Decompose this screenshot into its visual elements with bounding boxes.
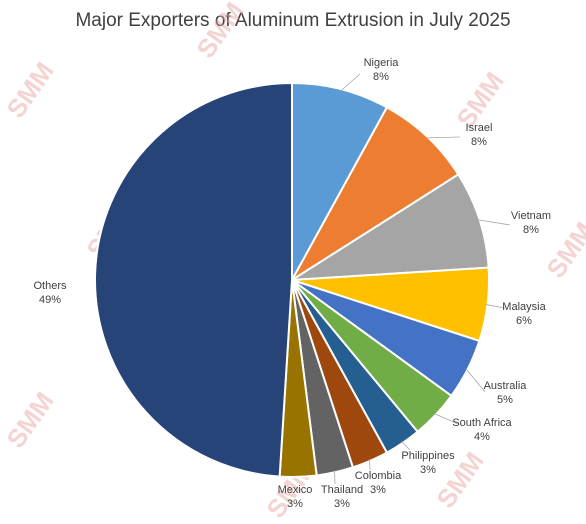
slice-label: Thailand <box>321 484 363 496</box>
leader-line <box>369 458 371 471</box>
leader-line <box>485 304 506 309</box>
pie-slice-vietnam <box>291 173 490 281</box>
slice-label: Others <box>33 280 67 292</box>
slice-label: Vietnam <box>511 210 551 222</box>
watermark-mark: SMM <box>0 57 59 124</box>
slice-label: Australia <box>484 380 528 392</box>
slice-label: Malaysia <box>502 301 546 313</box>
chart-title: Major Exporters of Aluminum Extrusion in… <box>75 10 511 31</box>
slice-label: Mexico <box>278 484 313 496</box>
pie-slice-nigeria <box>291 81 389 281</box>
slice-label: South Africa <box>452 417 512 429</box>
slice-value-label: 3% <box>287 498 303 510</box>
slice-label: Israel <box>466 122 493 134</box>
slice-value-label: 6% <box>516 315 532 327</box>
slice-label: Philippines <box>401 450 455 462</box>
pie-slice-israel <box>291 106 460 281</box>
leader-line <box>477 219 511 226</box>
slice-label: Colombia <box>355 470 402 482</box>
slice-value-label: 3% <box>334 498 350 510</box>
watermark-mark: SMM <box>0 387 59 454</box>
slice-value-label: 8% <box>373 71 389 83</box>
slice-value-label: 49% <box>39 294 61 306</box>
leader-line <box>433 413 459 425</box>
watermark-mark: SMM <box>190 0 249 63</box>
watermark-mark: SMM <box>540 217 586 284</box>
leader-line <box>465 368 486 393</box>
slice-label: Nigeria <box>364 57 400 69</box>
slice-value-label: 3% <box>420 464 436 476</box>
slice-value-label: 3% <box>370 484 386 496</box>
slice-value-label: 5% <box>497 394 513 406</box>
slice-value-label: 8% <box>471 136 487 148</box>
leader-line <box>340 73 361 92</box>
pie-slice-others <box>94 81 293 478</box>
slice-value-label: 8% <box>523 224 539 236</box>
slice-value-label: 4% <box>474 431 490 443</box>
leader-line <box>425 136 461 139</box>
leader-line <box>401 441 411 451</box>
